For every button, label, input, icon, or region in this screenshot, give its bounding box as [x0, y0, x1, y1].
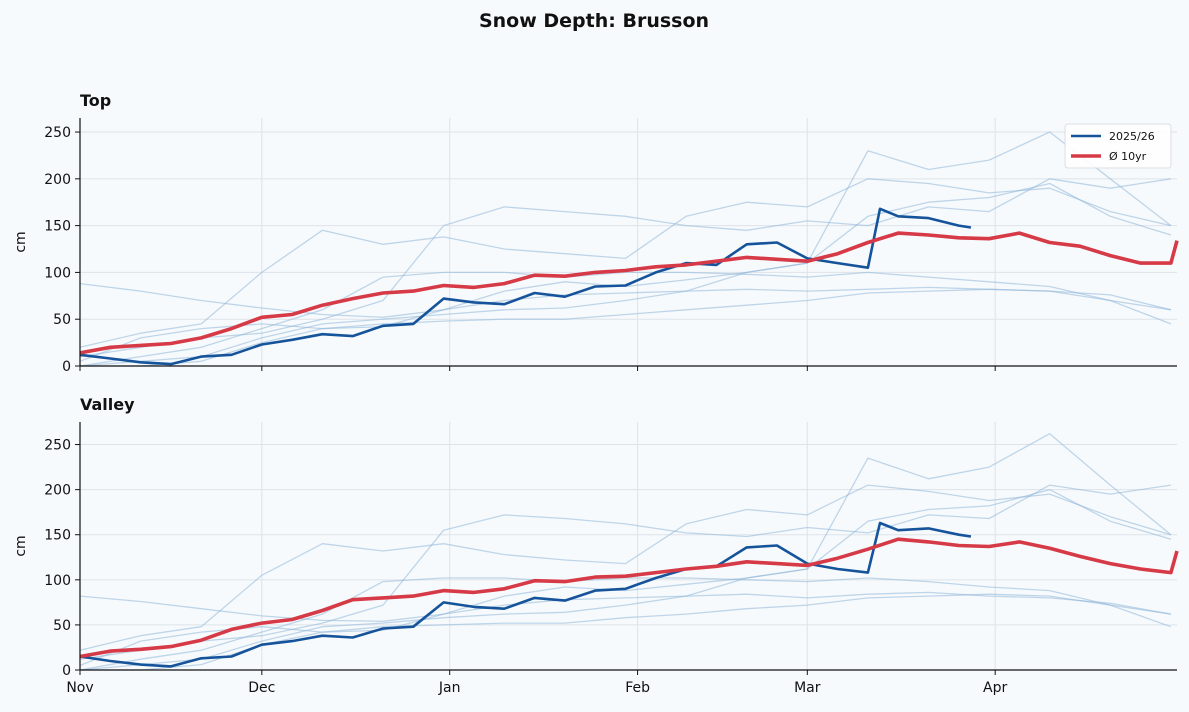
y-tick-label: 200 [44, 172, 71, 188]
panel-valley: 0 50 100 150 200 250 Nov Dec Jan Feb Mar Apr Valley c… [13, 395, 1179, 696]
x-tick-label: Feb [625, 680, 650, 696]
x-tick-label: Jan [438, 680, 461, 696]
history-season-line [80, 288, 1172, 367]
history-season-line [79, 433, 1172, 667]
legend-label: Ø 10yr [1109, 150, 1147, 163]
y-tick-label: 0 [62, 663, 71, 679]
ten-year-average-line [79, 537, 1179, 659]
history-season-line [79, 271, 1171, 367]
x-tick-label: Dec [248, 680, 275, 696]
x-tick-label: Apr [983, 680, 1007, 696]
y-axis-label: cm [13, 231, 29, 252]
x-tick-label: Nov [66, 680, 93, 696]
x-tick-label: Mar [794, 680, 821, 696]
y-tick-label: 0 [62, 359, 71, 375]
legend-label: 2025/26 [1109, 130, 1155, 143]
history-season-line [79, 182, 1172, 367]
y-tick-label: 50 [53, 618, 71, 634]
history-season-line [79, 484, 1172, 651]
y-tick-label: 150 [44, 528, 71, 544]
history-season-line [79, 591, 1172, 622]
y-tick-label: 200 [44, 483, 71, 499]
figure-title: Snow Depth: Brusson [479, 10, 709, 32]
history-season-line [79, 577, 1171, 671]
panel-title: Valley [80, 395, 135, 414]
y-tick-label: 50 [53, 312, 71, 328]
y-tick-label: 150 [44, 219, 71, 235]
panel-top: 0 50 100 150 200 250 Top cm 2025/26 Ø 10yr [13, 91, 1179, 375]
legend: 2025/26 Ø 10yr [1064, 123, 1172, 169]
history-season-line [79, 488, 1172, 671]
history-season-line [79, 484, 1171, 660]
panel-title: Top [80, 91, 111, 110]
history-season-line [79, 178, 1171, 358]
y-tick-label: 100 [44, 265, 71, 281]
history-season-line [79, 178, 1172, 348]
current-season-line [79, 207, 972, 366]
y-tick-label: 250 [44, 125, 71, 141]
current-season-line [79, 521, 972, 668]
y-tick-label: 250 [44, 438, 71, 454]
ten-year-average-line [79, 231, 1179, 355]
y-tick-label: 100 [44, 573, 71, 589]
history-season-line [79, 131, 1172, 362]
y-axis-label: cm [13, 535, 29, 556]
